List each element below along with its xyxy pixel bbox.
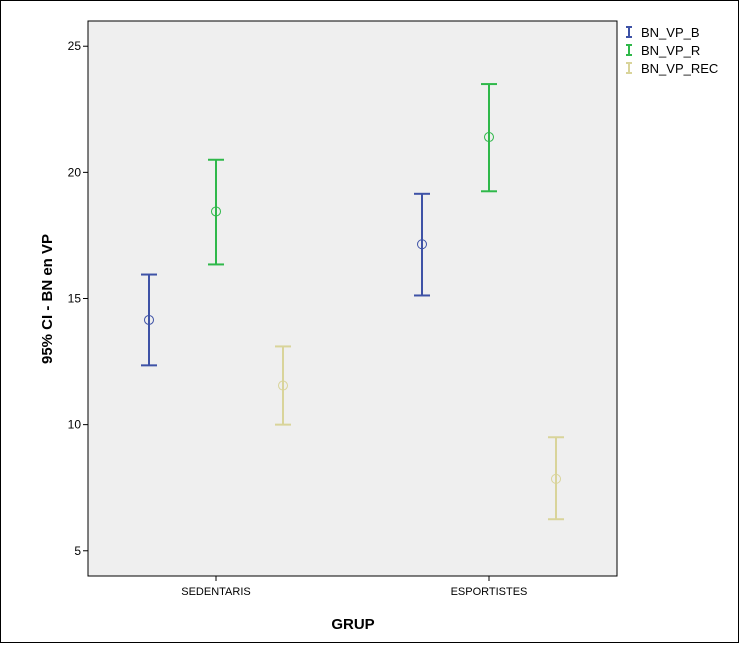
mean-point [144, 314, 154, 325]
x-tick-label: SEDENTARIS [181, 586, 250, 598]
mean-point [484, 132, 494, 143]
legend: BN_VP_B BN_VP_R BN_VP_REC [626, 25, 718, 76]
legend-item: BN_VP_REC [626, 61, 718, 76]
legend-item: BN_VP_B [626, 25, 700, 40]
y-tick-label: 15 [68, 292, 82, 306]
legend-item: BN_VP_R [626, 43, 700, 58]
y-tick-label: 25 [68, 39, 82, 53]
error-bar-bn-vp-r [481, 83, 497, 193]
x-tick-label: ESPORTISTES [451, 586, 528, 598]
legend-label: BN_VP_B [641, 25, 700, 40]
error-bar-bn-vp-b [141, 273, 157, 367]
mean-point [551, 473, 561, 484]
y-axis: 5 10 15 20 25 [68, 39, 88, 558]
plot-area [87, 20, 618, 577]
y-axis-label: 95% CI - BN en VP [39, 234, 56, 364]
x-axis: SEDENTARIS ESPORTISTES [181, 576, 527, 598]
error-bar-bn-vp-r [208, 158, 224, 266]
y-tick-label: 10 [68, 418, 82, 432]
error-bar-bn-vp-rec [275, 345, 291, 426]
y-tick-label: 5 [74, 544, 81, 558]
y-tick-label: 20 [68, 165, 82, 179]
error-bar-bn-vp-b [414, 192, 430, 297]
mean-point [417, 239, 427, 250]
mean-point [278, 380, 288, 391]
error-bar-bn-vp-rec [548, 436, 564, 521]
x-axis-label: GRUP [331, 616, 374, 633]
series-marks [141, 83, 564, 521]
legend-label: BN_VP_R [641, 43, 700, 58]
mean-point [211, 206, 221, 217]
legend-label: BN_VP_REC [641, 61, 718, 76]
